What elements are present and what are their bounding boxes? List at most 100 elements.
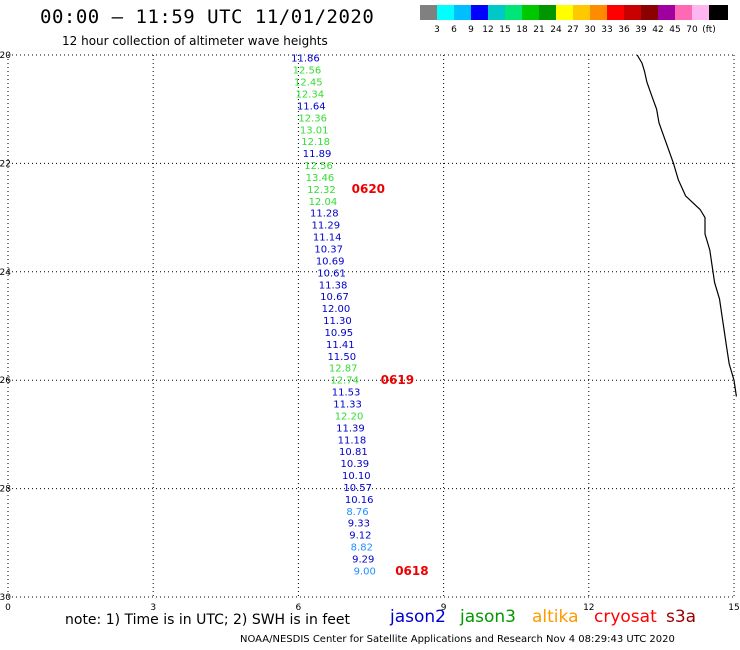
wave-height-label: 12.34 (295, 89, 324, 100)
map-title: 00:00 – 11:59 UTC 11/01/2020 (40, 6, 375, 28)
wave-height-label: 12.00 (322, 304, 351, 315)
scale-label: 15 (499, 25, 511, 35)
scale-swatch (641, 5, 660, 20)
time-labels: 0620 0619 0618 (352, 182, 429, 578)
x-tick-label: 12 (583, 603, 594, 613)
scale-swatch (573, 5, 592, 20)
wave-height-label: 10.81 (339, 447, 368, 458)
wave-height-label: 10.37 (314, 244, 343, 255)
wave-height-label: 11.18 (338, 435, 367, 446)
wave-height-label: 10.69 (316, 256, 345, 267)
wave-height-label: 11.14 (313, 233, 342, 244)
wave-height-label: 11.30 (323, 316, 352, 327)
credit-line: NOAA/NESDIS Center for Satellite Applica… (240, 634, 675, 645)
wave-height-label: 8.76 (346, 507, 368, 518)
x-tick-label: 0 (5, 603, 11, 613)
scale-swatch (420, 5, 439, 20)
scale-label: 30 (584, 25, 596, 35)
wave-height-label: 9.33 (348, 519, 370, 530)
wave-height-label: 11.89 (303, 149, 332, 160)
scale-swatch (505, 5, 524, 20)
wave-height-label: 8.82 (351, 543, 373, 554)
scale-label: 18 (516, 25, 528, 35)
scale-swatch (539, 5, 558, 20)
scale-label: 12 (482, 25, 494, 35)
scale-label: 6 (451, 25, 457, 35)
wave-height-label: 11.29 (311, 221, 340, 232)
satellite-jason3: jason3 (460, 607, 516, 627)
x-tick-label: 15 (728, 603, 739, 613)
wave-height-label: 11.28 (310, 209, 339, 220)
x-tick-label: 6 (296, 603, 302, 613)
y-tick-label: -20 (0, 51, 11, 61)
wave-height-label: 12.87 (329, 364, 358, 375)
y-tick-label: -28 (0, 485, 11, 495)
scale-swatch (590, 5, 609, 20)
wave-height-label: 12.56 (304, 161, 333, 172)
scale-swatch (675, 5, 694, 20)
scale-swatch (709, 5, 728, 20)
axis-labels: 0 3 6 9 12 15 -20 -22 -24 -26 -28 -30 (0, 51, 740, 613)
wave-height-label: 12.56 (293, 66, 322, 77)
scale-swatch (624, 5, 643, 20)
y-tick-label: -22 (0, 159, 11, 169)
wave-height-label: 13.01 (300, 125, 329, 136)
wave-height-label: 12.20 (335, 411, 364, 422)
wave-height-label: 13.46 (306, 173, 335, 184)
footer-note: note: 1) Time is in UTC; 2) SWH is in fe… (65, 612, 351, 628)
satellite-s3a: s3a (666, 607, 697, 627)
scale-swatch (471, 5, 490, 20)
wave-height-label: 10.57 (343, 483, 372, 494)
y-tick-label: -26 (0, 376, 11, 386)
wave-height-label: 12.04 (309, 197, 338, 208)
scale-swatch (437, 5, 456, 20)
scale-swatch (522, 5, 541, 20)
wave-height-label: 12.45 (294, 78, 323, 89)
scale-label: 42 (652, 25, 664, 35)
wave-height-label: 12.18 (301, 137, 330, 148)
wave-height-label: 10.10 (342, 471, 371, 482)
map-subtitle: 12 hour collection of altimeter wave hei… (62, 34, 328, 48)
satellite-altika: altika (532, 607, 579, 627)
scale-label: (ft) (702, 25, 716, 35)
wave-height-label: 10.39 (341, 459, 370, 470)
wave-height-label: 12.74 (330, 376, 359, 387)
scale-swatch (607, 5, 626, 20)
wave-height-label: 9.12 (349, 531, 371, 542)
wave-height-label: 10.67 (320, 292, 349, 303)
scale-swatch (488, 5, 507, 20)
scale-label: 3 (434, 25, 440, 35)
scale-swatch (692, 5, 711, 20)
y-tick-label: -24 (0, 268, 11, 278)
x-tick-label: 9 (441, 603, 447, 613)
wave-height-label: 10.95 (325, 328, 354, 339)
wave-height-label: 11.38 (319, 280, 348, 291)
scale-label: 27 (567, 25, 579, 35)
scale-label: 9 (468, 25, 474, 35)
scale-label: 45 (669, 25, 681, 35)
scale-swatch (658, 5, 677, 20)
wave-height-label: 11.50 (327, 352, 356, 363)
pass-time-label: 0619 (381, 373, 414, 387)
pass-time-label: 0618 (395, 564, 428, 578)
scale-label: 70 (686, 25, 698, 35)
scale-label: 39 (635, 25, 647, 35)
wave-height-label: 11.39 (336, 423, 365, 434)
scale-label: 24 (550, 25, 562, 35)
satellite-jason2: jason2 (390, 607, 446, 627)
coastline (636, 54, 737, 397)
scale-label: 21 (533, 25, 545, 35)
wave-height-label: 12.36 (298, 113, 327, 124)
scale-swatch (454, 5, 473, 20)
wave-height-labels: 11.8612.5612.4512.3411.6412.3613.0112.18… (291, 54, 376, 578)
x-tick-label: 3 (150, 603, 156, 613)
wave-height-label: 10.61 (317, 268, 346, 279)
wave-height-label: 9.00 (354, 566, 376, 577)
scale-swatch (556, 5, 575, 20)
scale-label: 33 (601, 25, 613, 35)
wave-height-label: 12.32 (307, 185, 336, 196)
wave-height-label: 11.33 (333, 400, 362, 411)
wave-height-label: 11.64 (297, 101, 326, 112)
grid-lines (7, 54, 735, 598)
